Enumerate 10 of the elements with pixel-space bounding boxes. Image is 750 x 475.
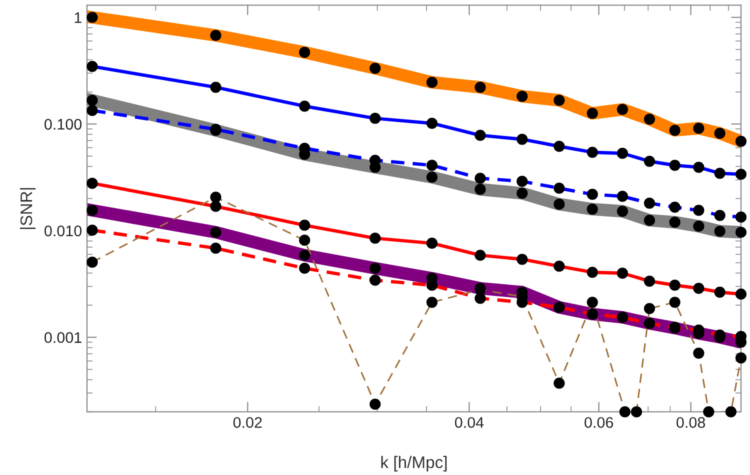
y-tick-label: 0.001 [44, 332, 82, 343]
x-tick-label: 0.02 [233, 417, 262, 428]
x-tick-label: 0.06 [584, 417, 614, 428]
y-tick-label: 1 [74, 12, 82, 23]
x-axis-title: k [h/Mpc] [381, 456, 447, 472]
y-axis-title: |SNR| [20, 188, 36, 229]
y-tick-label: 0.100 [44, 118, 82, 130]
y-tick-label: 0.010 [44, 226, 82, 236]
x-tick-label: 0.08 [676, 417, 706, 428]
x-tick-label: 0.04 [454, 417, 484, 428]
